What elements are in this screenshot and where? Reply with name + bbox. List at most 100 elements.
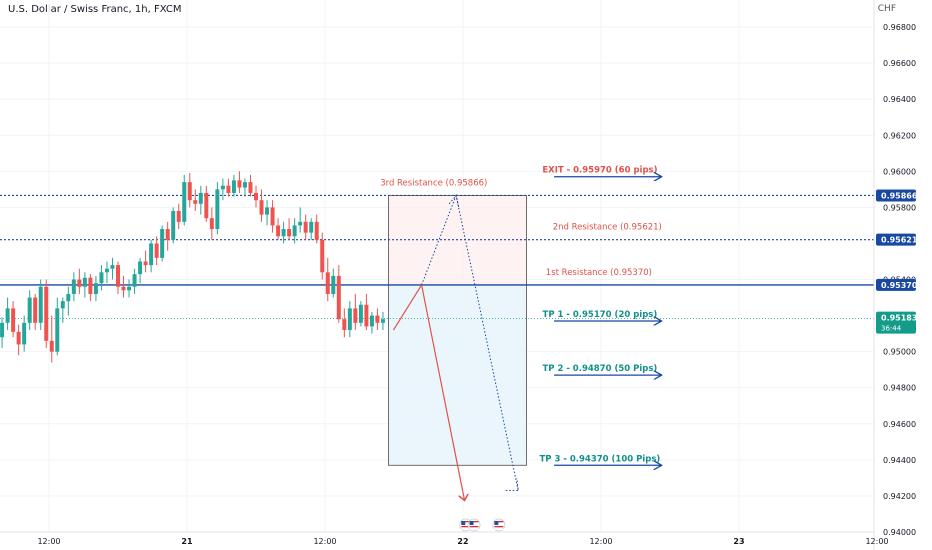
projected-end-arrow — [505, 477, 519, 492]
reward-zone — [388, 284, 527, 466]
candle-body — [127, 286, 132, 291]
price-tick-label: 0.95800 — [883, 203, 916, 212]
flag-stripe — [461, 521, 471, 523]
flag-stripe — [461, 528, 471, 530]
economic-events[interactable] — [459, 518, 506, 532]
position-tool[interactable] — [388, 195, 527, 466]
candle-body — [265, 207, 270, 215]
flag-stripe — [469, 521, 479, 523]
candle-body — [82, 277, 87, 287]
candle-body — [336, 275, 341, 320]
last-price-tag — [876, 311, 916, 334]
time-axis[interactable]: 12:002112:002212:002312:002412:002512:00… — [37, 537, 932, 546]
candle-body — [104, 268, 109, 273]
candle-body — [88, 277, 93, 294]
candle-body — [11, 308, 16, 332]
candle-body — [49, 340, 54, 352]
candle-body — [165, 229, 170, 240]
candle-body — [193, 200, 198, 204]
candlesticks — [0, 171, 385, 363]
price-tick-label: 0.94200 — [883, 492, 916, 501]
candle-body — [314, 221, 319, 240]
candle-body — [380, 319, 385, 323]
flag-stripe — [461, 523, 471, 525]
candle-body — [298, 221, 303, 226]
flag-canton — [461, 521, 466, 525]
candle-body — [143, 261, 148, 266]
price-tick-label: 0.94600 — [883, 420, 916, 429]
flag-stripe — [461, 526, 471, 528]
candle-body — [154, 243, 159, 258]
candle-body — [121, 286, 126, 291]
time-tick-label: 12:00 — [313, 537, 336, 546]
candle-body — [281, 229, 286, 237]
price-tick-label: 0.94000 — [883, 528, 916, 537]
time-tick-label: 21 — [181, 537, 193, 546]
candle-body — [347, 308, 352, 331]
flag-stripe — [469, 528, 479, 530]
candle-body — [242, 182, 247, 188]
candle-body — [44, 286, 49, 341]
price-tick-label: 0.96800 — [883, 23, 916, 32]
level-price-value: 0.95866 — [881, 191, 918, 200]
candle-body — [270, 207, 275, 226]
candle-body — [248, 182, 253, 193]
target-labels: EXIT - 0.95970 (60 pips) TP 1 - 0.95170 (… — [540, 166, 662, 466]
time-tick-label: 23 — [733, 537, 744, 546]
candle-body — [237, 180, 242, 188]
price-axis[interactable]: 0.96800 0.96600 0.96400 0.96200 0.96000 0.958… — [883, 23, 916, 537]
target-label: TP 1 - 0.95170 (20 pips) — [543, 310, 658, 320]
candle-body — [16, 331, 21, 345]
flag-canton — [469, 521, 474, 525]
candle-body — [93, 283, 98, 294]
time-tick-label: 22 — [457, 537, 468, 546]
candle-body — [0, 322, 5, 338]
candle-body — [187, 182, 192, 201]
level-price-value: 0.95621 — [881, 236, 918, 245]
price-tick-label: 0.96400 — [883, 95, 916, 104]
projected-peak-arrow — [448, 194, 460, 208]
candle-body — [55, 308, 60, 352]
candle-body — [369, 315, 374, 327]
price-tick-label: 0.95000 — [883, 348, 916, 357]
candle-body — [353, 308, 358, 323]
resistance-label: 1st Resistance (0.95370) — [546, 268, 652, 278]
candle-body — [60, 301, 65, 309]
level-price-tag — [876, 189, 916, 202]
candle-body — [99, 272, 104, 284]
candle-body — [231, 180, 236, 193]
flag-stripe — [494, 521, 504, 523]
last-price-value: 0.95183 — [881, 314, 917, 323]
time-tick-label: 12:00 — [589, 537, 612, 546]
candle-body — [71, 279, 76, 294]
us-flag-event-icon[interactable] — [492, 518, 506, 532]
target-label: EXIT - 0.95970 (60 pips) — [542, 166, 657, 176]
candle-body — [27, 297, 32, 323]
level-price-tag — [876, 233, 916, 246]
candle-body — [132, 274, 137, 287]
price-tags: 0.95866 0.95621 0.95370 0.95183 36:44 — [876, 189, 918, 334]
resistance-label: 2nd Resistance (0.95621) — [553, 223, 662, 233]
candle-body — [198, 192, 203, 204]
chart-title: U.S. Dollar / Swiss Franc, 1h, FXCM — [8, 4, 182, 15]
candle-body — [303, 221, 308, 233]
candle-body — [160, 229, 165, 258]
flag-stripe — [494, 528, 504, 530]
candle-body — [66, 293, 71, 302]
candle-body — [33, 297, 38, 323]
candle-body — [375, 315, 380, 323]
candle-body — [176, 210, 181, 222]
flag-stripe — [494, 526, 504, 528]
candle-body — [116, 265, 120, 287]
candle-body — [220, 185, 225, 190]
us-flag-event-icon[interactable] — [467, 518, 481, 532]
candle-body — [182, 182, 187, 222]
candle-body — [259, 200, 264, 215]
candle-body — [226, 185, 231, 193]
flag-stripe — [494, 523, 504, 525]
price-tick-label: 0.96200 — [883, 131, 916, 140]
countdown-timer: 36:44 — [881, 325, 902, 333]
resistance-levels: 3rd Resistance (0.95866) 2nd Resistance (… — [0, 178, 874, 320]
candle-body — [171, 210, 176, 240]
